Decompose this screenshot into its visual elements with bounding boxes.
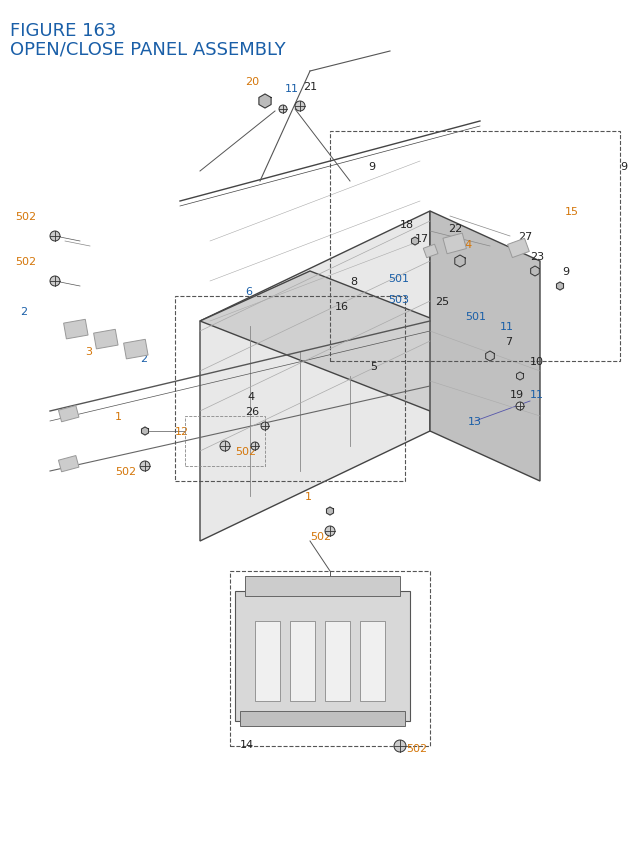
Text: 1: 1 — [115, 412, 122, 422]
Text: 9: 9 — [620, 162, 627, 172]
Bar — [255, 622, 280, 701]
Circle shape — [394, 740, 406, 753]
Polygon shape — [58, 456, 79, 472]
Text: FIGURE 163: FIGURE 163 — [10, 22, 116, 40]
Bar — [290, 622, 315, 701]
Polygon shape — [508, 239, 529, 258]
Text: 9: 9 — [562, 267, 569, 276]
Text: 11: 11 — [500, 322, 514, 331]
Text: 9: 9 — [368, 162, 375, 172]
Polygon shape — [516, 373, 524, 381]
Text: 26: 26 — [245, 406, 259, 417]
Polygon shape — [423, 245, 438, 258]
Polygon shape — [124, 340, 148, 359]
Text: 4: 4 — [247, 392, 254, 401]
Text: 15: 15 — [565, 207, 579, 217]
Polygon shape — [58, 406, 79, 422]
Text: 22: 22 — [448, 224, 462, 233]
Polygon shape — [557, 282, 563, 291]
Text: 502: 502 — [115, 467, 136, 476]
Text: 10: 10 — [530, 356, 544, 367]
Circle shape — [251, 443, 259, 450]
Text: 12: 12 — [175, 426, 189, 437]
Polygon shape — [430, 212, 540, 481]
Polygon shape — [531, 267, 540, 276]
Text: 1: 1 — [305, 492, 312, 501]
Text: 13: 13 — [468, 417, 482, 426]
Circle shape — [50, 232, 60, 242]
Circle shape — [279, 106, 287, 114]
Text: 23: 23 — [530, 251, 544, 262]
Text: OPEN/CLOSE PANEL ASSEMBLY: OPEN/CLOSE PANEL ASSEMBLY — [10, 40, 285, 58]
Circle shape — [220, 442, 230, 451]
Text: 502: 502 — [235, 447, 256, 456]
Bar — [240, 711, 405, 726]
Bar — [360, 622, 385, 701]
Bar — [330, 132, 620, 362]
Text: 18: 18 — [400, 220, 414, 230]
Circle shape — [516, 403, 524, 411]
Polygon shape — [141, 428, 148, 436]
Bar — [235, 592, 410, 722]
Text: 2: 2 — [20, 307, 27, 317]
Bar — [175, 297, 405, 481]
Text: 8: 8 — [350, 276, 357, 287]
Polygon shape — [200, 212, 430, 542]
Polygon shape — [486, 351, 494, 362]
Text: 7: 7 — [505, 337, 512, 347]
Text: 21: 21 — [303, 82, 317, 92]
Text: 25: 25 — [435, 297, 449, 307]
Polygon shape — [63, 320, 88, 339]
Polygon shape — [412, 238, 419, 245]
Text: 3: 3 — [85, 347, 92, 356]
Text: 19: 19 — [510, 389, 524, 400]
Text: 501: 501 — [465, 312, 486, 322]
Text: 502: 502 — [15, 212, 36, 222]
Text: 20: 20 — [245, 77, 259, 87]
Circle shape — [140, 461, 150, 472]
Bar — [245, 576, 400, 597]
Text: 6: 6 — [245, 287, 252, 297]
Circle shape — [50, 276, 60, 287]
Polygon shape — [200, 272, 540, 412]
Text: 5: 5 — [370, 362, 377, 372]
Bar — [325, 622, 350, 701]
Polygon shape — [259, 95, 271, 108]
Text: 16: 16 — [335, 301, 349, 312]
Text: 501: 501 — [388, 274, 409, 283]
Text: 27: 27 — [518, 232, 532, 242]
Circle shape — [295, 102, 305, 112]
Circle shape — [261, 423, 269, 430]
Polygon shape — [326, 507, 333, 516]
Text: 502: 502 — [406, 743, 427, 753]
Text: 503: 503 — [388, 294, 409, 305]
Polygon shape — [93, 330, 118, 350]
Text: 11: 11 — [530, 389, 544, 400]
Text: 17: 17 — [415, 233, 429, 244]
Polygon shape — [443, 234, 467, 255]
Text: 2: 2 — [140, 354, 147, 363]
Text: 502: 502 — [15, 257, 36, 267]
Bar — [185, 417, 265, 467]
Text: 502: 502 — [310, 531, 331, 542]
Bar — [230, 572, 430, 746]
Polygon shape — [455, 256, 465, 268]
Text: 24: 24 — [458, 239, 472, 250]
Text: 14: 14 — [240, 739, 254, 749]
Circle shape — [325, 526, 335, 536]
Text: 11: 11 — [285, 84, 299, 94]
